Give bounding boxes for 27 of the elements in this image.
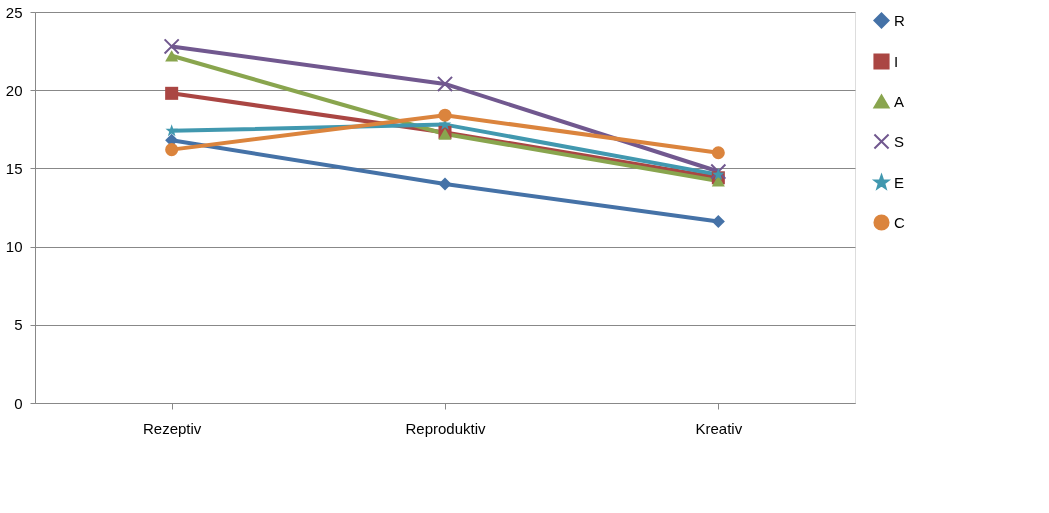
point bbox=[165, 86, 179, 100]
y-tick-label: 15 bbox=[5, 159, 23, 177]
point bbox=[163, 38, 180, 55]
point bbox=[165, 143, 179, 157]
y-tick-label: 0 bbox=[14, 394, 23, 412]
y-tick-label: 20 bbox=[5, 81, 23, 99]
point bbox=[710, 163, 727, 180]
point bbox=[165, 50, 179, 62]
point bbox=[711, 215, 725, 229]
legend-label: E bbox=[894, 173, 905, 191]
point bbox=[711, 146, 725, 160]
legend-label: S bbox=[894, 132, 905, 150]
legend-label: A bbox=[894, 92, 905, 110]
point bbox=[711, 175, 725, 187]
point bbox=[436, 75, 454, 93]
legend-label: C bbox=[894, 213, 905, 231]
y-tick-label: 10 bbox=[5, 238, 23, 256]
legend-label: R bbox=[894, 11, 905, 29]
legend-label: I bbox=[894, 52, 899, 70]
y-tick-label: 5 bbox=[14, 316, 23, 334]
x-tick-label: Kreativ bbox=[695, 419, 743, 437]
point bbox=[438, 108, 452, 122]
x-tick-label: Reproduktiv bbox=[405, 419, 487, 437]
point bbox=[438, 177, 452, 191]
x-tick-label: Rezeptiv bbox=[142, 419, 202, 437]
point bbox=[165, 124, 178, 137]
y-tick-label: 25 bbox=[5, 3, 23, 21]
